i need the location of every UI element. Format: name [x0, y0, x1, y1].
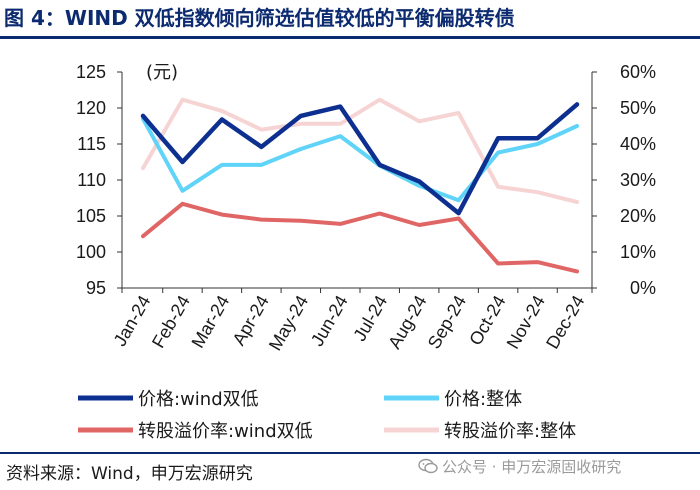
x-axis-tick-label: Jul-24: [349, 292, 391, 344]
right-axis-tick-label: 60%: [620, 62, 656, 82]
legend-label-1: 价格:wind双低: [138, 389, 259, 410]
source-rule: [0, 452, 700, 454]
right-axis-tick-label: 20%: [620, 206, 656, 226]
chart-series: [140, 97, 580, 274]
watermark: 公众号 · 申万宏源固收研究: [418, 456, 621, 477]
wechat-icon: [418, 458, 438, 474]
right-axis-tick-label: 40%: [620, 134, 656, 154]
left-axis-tick-label: 100: [76, 242, 106, 262]
series-line-4: [141, 97, 579, 204]
right-axis-tick-label: 30%: [620, 170, 656, 190]
left-axis-unit-label: (元): [146, 62, 178, 83]
right-axis-tick-label: 10%: [620, 242, 656, 262]
x-axis-tick-label: Sep-24: [424, 292, 470, 352]
left-axis-tick-label: 120: [76, 98, 106, 118]
x-axis-tick-label: Feb-24: [148, 292, 194, 351]
legend-label-4: 转股溢价率:整体: [444, 421, 576, 442]
left-axis-tick-label: 105: [76, 206, 106, 226]
series-line-3: [141, 201, 579, 274]
legend-label-2: 价格:整体: [444, 389, 522, 410]
left-axis-tick-label: 95: [86, 278, 106, 298]
right-axis-tick-label: 0%: [630, 278, 656, 298]
title-rule: [0, 36, 700, 39]
line-chart: 95 100 105 110 115 120 125 0% 10% 20% 30% 40% 50% 60%…: [76, 62, 656, 442]
series-line-1: [140, 102, 580, 216]
series-line-2: [141, 116, 579, 203]
x-axis-tick-label: May-24: [265, 292, 312, 354]
x-axis-tick-label: Jun-24: [307, 292, 352, 350]
left-axis-tick-label: 110: [77, 170, 106, 190]
watermark-text: 公众号 · 申万宏源固收研究: [442, 458, 622, 476]
x-axis-tick-label: Dec-24: [542, 292, 588, 352]
left-axis-tick-label: 125: [76, 62, 106, 82]
source-note: 资料来源：Wind，申万宏源研究: [6, 464, 253, 484]
legend-label-3: 转股溢价率:wind双低: [138, 421, 313, 442]
left-axis-tick-label: 115: [77, 134, 106, 154]
right-axis-tick-label: 50%: [620, 98, 656, 118]
figure-title: 图 4：WIND 双低指数倾向筛选估值较低的平衡偏股转债: [4, 6, 515, 30]
x-axis-tick-label: Mar-24: [188, 292, 234, 351]
